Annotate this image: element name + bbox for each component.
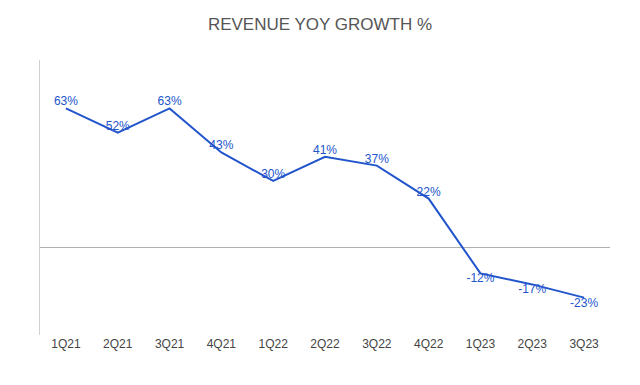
svg-text:3Q21: 3Q21	[155, 337, 185, 351]
svg-text:1Q21: 1Q21	[51, 337, 81, 351]
svg-text:41%: 41%	[313, 143, 337, 157]
svg-text:REVENUE YOY GROWTH %: REVENUE YOY GROWTH %	[208, 15, 432, 34]
svg-text:43%: 43%	[209, 138, 233, 152]
svg-text:2Q21: 2Q21	[103, 337, 133, 351]
svg-text:2Q23: 2Q23	[518, 337, 548, 351]
svg-text:4Q21: 4Q21	[207, 337, 237, 351]
svg-text:52%: 52%	[106, 119, 130, 133]
svg-text:3Q23: 3Q23	[569, 337, 599, 351]
svg-text:-17%: -17%	[518, 282, 546, 296]
svg-text:1Q22: 1Q22	[259, 337, 289, 351]
svg-text:3Q22: 3Q22	[362, 337, 392, 351]
svg-text:-12%: -12%	[466, 271, 494, 285]
svg-text:63%: 63%	[158, 94, 182, 108]
svg-text:30%: 30%	[261, 167, 285, 181]
svg-text:37%: 37%	[365, 152, 389, 166]
svg-text:-23%: -23%	[570, 296, 598, 310]
svg-text:1Q23: 1Q23	[466, 337, 496, 351]
svg-text:4Q22: 4Q22	[414, 337, 444, 351]
svg-text:22%: 22%	[417, 185, 441, 199]
svg-text:2Q22: 2Q22	[310, 337, 340, 351]
svg-text:63%: 63%	[54, 94, 78, 108]
